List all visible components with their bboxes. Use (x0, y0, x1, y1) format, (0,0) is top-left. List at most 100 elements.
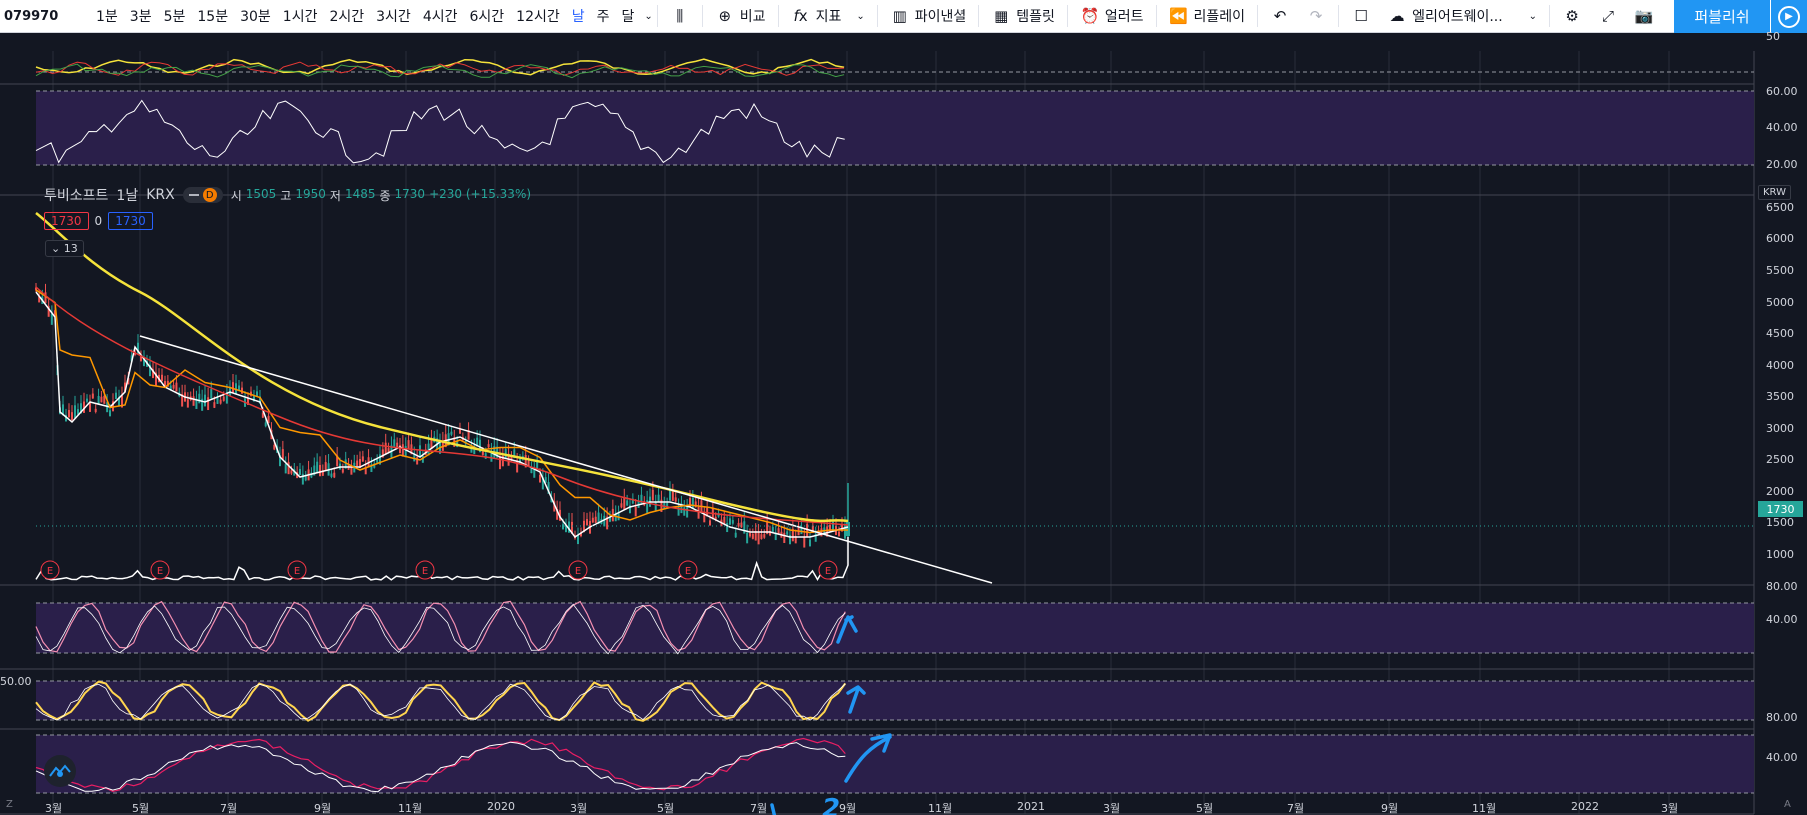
interval-9[interactable]: 6시간 (469, 9, 505, 25)
candle-body (606, 516, 609, 530)
publish-button[interactable]: 퍼블리쉬 (1674, 0, 1770, 33)
fullscreen-button[interactable]: ⤢ (1590, 0, 1626, 32)
interval-6[interactable]: 2시간 (329, 9, 365, 25)
candle-body (609, 516, 611, 522)
candle-body (356, 460, 359, 467)
time-axis-label: 9월 (314, 802, 332, 815)
candle-body (791, 528, 794, 542)
price-axis-label: 3500 (1766, 390, 1794, 404)
candle-body (631, 498, 634, 504)
candle-body (709, 520, 711, 526)
chevron-down-icon[interactable]: ⌄ (1528, 10, 1538, 22)
earnings-marker-label: E (575, 566, 581, 577)
candle-body (703, 513, 706, 523)
candle-body (731, 520, 734, 524)
bid-ask: 1730 0 1730 (44, 212, 153, 230)
earnings-marker (287, 560, 307, 580)
interval-2[interactable]: 5분 (163, 9, 186, 25)
financials-button[interactable]: ▥ 파이낸셜 (882, 0, 975, 32)
chevron-down-icon[interactable]: ⌄ (644, 10, 653, 22)
candle-body (97, 395, 100, 405)
templates-button[interactable]: ▦ 템플릿 (983, 0, 1063, 32)
candle-body (694, 501, 697, 508)
time-axis-label: 5월 (1196, 802, 1214, 815)
pane-axis-label: 60.00 (1766, 85, 1798, 98)
interval-0[interactable]: 1분 (96, 9, 118, 25)
candle-body (330, 473, 333, 477)
top-indicator-line (35, 58, 845, 76)
candle-body (195, 398, 198, 409)
alert-button[interactable]: ⏰ 얼러트 (1072, 0, 1152, 32)
data-badge[interactable]: D (182, 187, 223, 203)
candle-body (413, 453, 416, 462)
candle-body (137, 342, 139, 355)
fullscreen-layout-button[interactable]: ☐ (1343, 0, 1379, 32)
candle-body (333, 472, 336, 478)
interval-8[interactable]: 4시간 (422, 9, 458, 25)
candle-body (640, 494, 643, 505)
candle-body (749, 533, 751, 537)
snapshot-button[interactable]: 📷 (1626, 0, 1662, 32)
indicators-button[interactable]: f x 지표 ⌄ (783, 0, 873, 32)
symbol-name[interactable]: 투비소프트 (44, 188, 109, 204)
candle-body (115, 392, 117, 399)
interval-11[interactable]: 날 (571, 9, 585, 25)
symbol-search[interactable]: 079970 (4, 8, 59, 24)
candle-body (299, 468, 301, 475)
candle-body (407, 440, 410, 450)
price-axis-label: 2500 (1766, 453, 1794, 467)
buy-button[interactable]: 1730 (108, 212, 153, 230)
tradingview-logo-icon[interactable] (44, 755, 76, 787)
candle-body (62, 404, 64, 416)
candle-body (717, 513, 720, 517)
interval-13[interactable]: 달 (621, 9, 635, 25)
candle-body (783, 532, 786, 543)
candle-body (510, 456, 513, 460)
chart-canvas[interactable]: E E E E E E E 2 (0, 34, 1807, 815)
chevron-down-icon[interactable]: ⌄ (856, 10, 865, 22)
candle-body (71, 412, 73, 421)
indicators-collapse-button[interactable]: ⌄ 13 (45, 240, 84, 257)
chart-type-button[interactable]: ⫼ (662, 0, 698, 32)
indicators-label: 지표 (815, 9, 842, 25)
candle-body (530, 467, 533, 474)
candle-body (216, 398, 219, 404)
zoom-toggle[interactable]: Z (6, 799, 13, 810)
redo-button[interactable]: ↷ (1298, 0, 1334, 32)
candle-body (524, 455, 527, 468)
interval-3[interactable]: 15분 (197, 9, 229, 25)
candle-body (674, 497, 677, 502)
candle-body (94, 408, 97, 412)
candle-body (459, 428, 461, 434)
sell-button[interactable]: 1730 (44, 212, 89, 230)
time-axis-label: 11월 (398, 802, 423, 815)
interval-10[interactable]: 12시간 (516, 9, 560, 25)
candle-body (267, 415, 270, 424)
candle-body (364, 466, 367, 475)
indicator-band (36, 735, 1754, 793)
replay-button[interactable]: ⏪ 리플레이 (1161, 0, 1254, 32)
play-button[interactable]: ▶ (1770, 0, 1807, 33)
layout-button[interactable]: ☁ 엘리어트웨이... ⌄ (1379, 0, 1545, 32)
candle-body (680, 503, 683, 514)
price-axis-label: 4500 (1766, 327, 1794, 341)
compare-button[interactable]: ⊕ 비교 (707, 0, 774, 32)
price-axis-label: 2000 (1766, 484, 1794, 498)
interval-5[interactable]: 1시간 (282, 9, 318, 25)
currency-label[interactable]: KRW (1758, 185, 1791, 200)
candle-body (279, 455, 281, 467)
interval-7[interactable]: 3시간 (376, 9, 411, 25)
square-icon: ☐ (1354, 7, 1368, 25)
settings-button[interactable]: ⚙ (1554, 0, 1590, 32)
auto-scale-toggle[interactable]: A (1784, 799, 1791, 810)
interval-4[interactable]: 30분 (240, 9, 271, 25)
bar-chart-icon: ▥ (892, 7, 907, 25)
candle-body (479, 439, 481, 453)
interval-12[interactable]: 주 (596, 9, 610, 25)
candle-body (379, 454, 381, 465)
undo-button[interactable]: ↶ (1262, 0, 1298, 32)
last-price-tag: 1730 (1758, 501, 1803, 517)
interval-1[interactable]: 3분 (129, 9, 152, 25)
candle-body (754, 530, 757, 541)
candle-body (594, 516, 597, 523)
